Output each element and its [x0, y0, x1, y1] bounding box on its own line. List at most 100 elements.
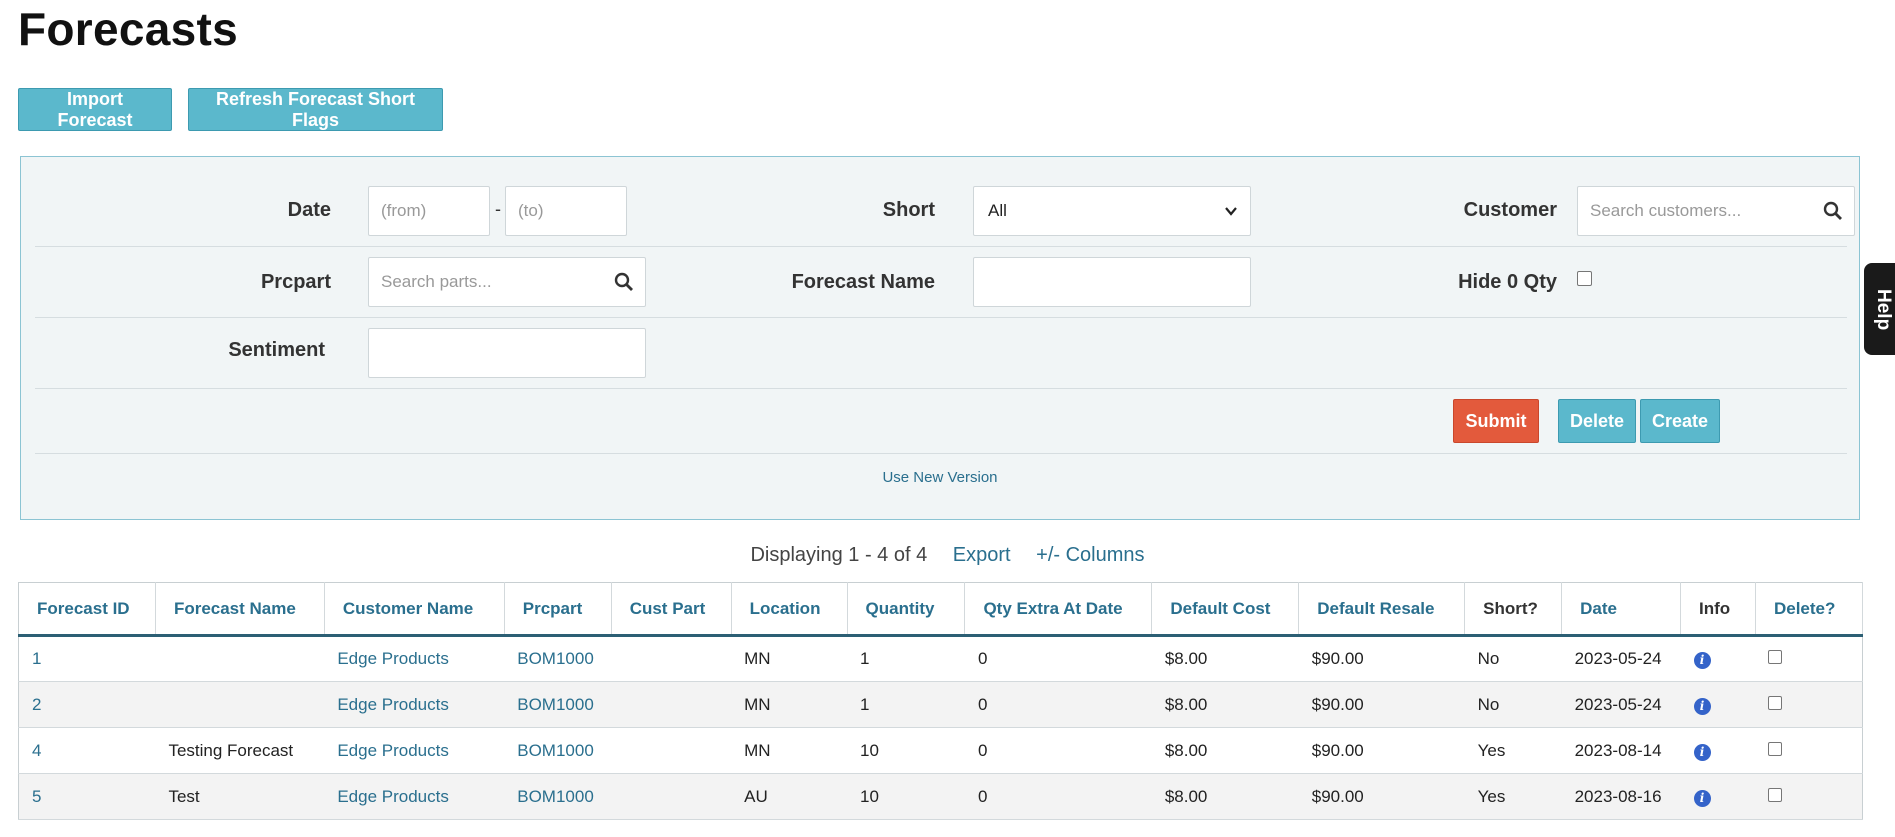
- use-new-version-link[interactable]: Use New Version: [882, 469, 998, 486]
- prcpart-label: Prcpart: [260, 271, 331, 293]
- table-row: 5 Test Edge Products BOM1000 AU 10 0 $8.…: [18, 773, 1863, 820]
- submit-button[interactable]: Submit: [1453, 399, 1539, 443]
- filter-row-2: Prcpart Forecast Name Hide 0 Qty: [35, 247, 1847, 318]
- col-qty-extra-at-date[interactable]: Qty Extra At Date: [964, 582, 1153, 637]
- forecast-id-link[interactable]: 4: [18, 727, 156, 774]
- forecast-id-link[interactable]: 5: [18, 773, 156, 820]
- default-resale-cell: $90.00: [1298, 635, 1465, 682]
- forecast-id-link[interactable]: 1: [18, 635, 156, 682]
- default-cost-cell: $8.00: [1151, 635, 1299, 682]
- info-icon[interactable]: i: [1693, 789, 1711, 807]
- quantity-cell: 1: [847, 635, 965, 682]
- customer-name-link[interactable]: Edge Products: [324, 727, 505, 774]
- col-forecast-id[interactable]: Forecast ID: [18, 582, 156, 637]
- col-default-resale[interactable]: Default Resale: [1298, 582, 1466, 637]
- default-cost-cell: $8.00: [1151, 681, 1299, 728]
- info-icon[interactable]: i: [1693, 697, 1711, 715]
- table-row: 2 Edge Products BOM1000 MN 1 0 $8.00 $90…: [18, 681, 1863, 728]
- table-row: 1 Edge Products BOM1000 MN 1 0 $8.00 $90…: [18, 635, 1863, 682]
- short-cell: Yes: [1464, 727, 1562, 774]
- customer-name-link[interactable]: Edge Products: [324, 773, 505, 820]
- prcpart-search: [368, 257, 646, 307]
- quantity-cell: 1: [847, 681, 965, 728]
- short-cell: Yes: [1464, 773, 1562, 820]
- delete-row-checkbox[interactable]: [1768, 787, 1783, 802]
- qty-extra-cell: 0: [964, 773, 1152, 820]
- delete-row-checkbox[interactable]: [1768, 695, 1783, 710]
- hide-zero-qty-label: Hide 0 Qty: [1458, 271, 1557, 293]
- import-forecast-button[interactable]: Import Forecast: [18, 88, 172, 131]
- cust-part-cell: [611, 681, 732, 728]
- export-link[interactable]: Export: [952, 544, 1011, 566]
- prcpart-link[interactable]: BOM1000: [504, 773, 612, 820]
- sentiment-input[interactable]: [368, 328, 646, 378]
- location-cell: MN: [731, 681, 848, 728]
- sentiment-label: Sentiment: [228, 339, 325, 361]
- col-location[interactable]: Location: [731, 582, 848, 637]
- col-default-cost[interactable]: Default Cost: [1151, 582, 1300, 637]
- short-select[interactable]: All: [973, 186, 1251, 236]
- forecast-name-input[interactable]: [973, 257, 1251, 307]
- location-cell: MN: [731, 727, 848, 774]
- col-cust-part[interactable]: Cust Part: [611, 582, 732, 637]
- customer-search-input[interactable]: [1577, 186, 1855, 236]
- delete-cell: [1755, 773, 1863, 820]
- delete-row-checkbox[interactable]: [1768, 741, 1783, 756]
- customer-label: Customer: [1463, 199, 1557, 221]
- prcpart-link[interactable]: BOM1000: [504, 635, 612, 682]
- default-resale-cell: $90.00: [1298, 681, 1465, 728]
- short-selected-value: All: [988, 201, 1007, 220]
- magnifier-icon[interactable]: [614, 272, 634, 292]
- date-cell: 2023-08-16: [1561, 773, 1681, 820]
- prcpart-link[interactable]: BOM1000: [504, 727, 612, 774]
- filter-row-3: Sentiment: [35, 318, 1847, 389]
- cust-part-cell: [611, 773, 732, 820]
- short-cell: No: [1464, 681, 1562, 728]
- col-info: Info: [1680, 582, 1756, 637]
- col-prcpart[interactable]: Prcpart: [504, 582, 612, 637]
- location-cell: MN: [731, 635, 848, 682]
- col-date[interactable]: Date: [1561, 582, 1682, 637]
- help-tab-label: Help: [1873, 289, 1894, 331]
- forecast-name-label: Forecast Name: [791, 271, 935, 293]
- location-cell: AU: [731, 773, 848, 820]
- col-quantity[interactable]: Quantity: [847, 582, 966, 637]
- filter-actions-row: Submit Delete Create: [35, 389, 1847, 454]
- info-cell: i: [1680, 773, 1756, 820]
- delete-button[interactable]: Delete: [1558, 399, 1636, 443]
- col-delete[interactable]: Delete?: [1755, 582, 1864, 637]
- quantity-cell: 10: [847, 773, 965, 820]
- forecast-id-link[interactable]: 2: [18, 681, 156, 728]
- refresh-forecast-short-flags-button[interactable]: Refresh Forecast Short Flags: [188, 88, 443, 131]
- col-customer-name[interactable]: Customer Name: [324, 582, 505, 637]
- customer-search: [1577, 186, 1855, 236]
- forecast-name-cell: [155, 681, 325, 728]
- toggle-columns-link[interactable]: +/- Columns: [1036, 544, 1145, 566]
- delete-row-checkbox[interactable]: [1768, 650, 1783, 664]
- forecast-name-cell: Test: [155, 773, 325, 820]
- results-bar: Displaying 1 - 4 of 4 Export +/- Columns: [0, 544, 1895, 567]
- magnifier-icon[interactable]: [1823, 201, 1843, 221]
- customer-name-link[interactable]: Edge Products: [324, 635, 505, 682]
- col-forecast-name[interactable]: Forecast Name: [155, 582, 325, 637]
- qty-extra-cell: 0: [964, 681, 1152, 728]
- prcpart-link[interactable]: BOM1000: [504, 681, 612, 728]
- hide-zero-qty-checkbox[interactable]: [1577, 271, 1592, 286]
- qty-extra-cell: 0: [964, 635, 1152, 682]
- info-icon[interactable]: i: [1693, 743, 1711, 761]
- date-from-input[interactable]: [368, 186, 490, 236]
- filter-panel: Date - Short All Customer Prcpart Foreca…: [20, 156, 1860, 520]
- info-cell: i: [1680, 727, 1756, 774]
- delete-cell: [1755, 727, 1863, 774]
- prcpart-search-input[interactable]: [368, 257, 646, 307]
- create-button[interactable]: Create: [1640, 399, 1720, 443]
- forecast-name-cell: [155, 635, 325, 682]
- info-icon[interactable]: i: [1693, 652, 1711, 669]
- default-cost-cell: $8.00: [1151, 773, 1299, 820]
- date-to-input[interactable]: [505, 186, 627, 236]
- table-row: 4 Testing Forecast Edge Products BOM1000…: [18, 727, 1863, 774]
- customer-name-link[interactable]: Edge Products: [324, 681, 505, 728]
- table-header-row: Forecast ID Forecast Name Customer Name …: [18, 582, 1864, 637]
- help-tab[interactable]: Help: [1864, 263, 1895, 355]
- date-label: Date: [287, 199, 331, 221]
